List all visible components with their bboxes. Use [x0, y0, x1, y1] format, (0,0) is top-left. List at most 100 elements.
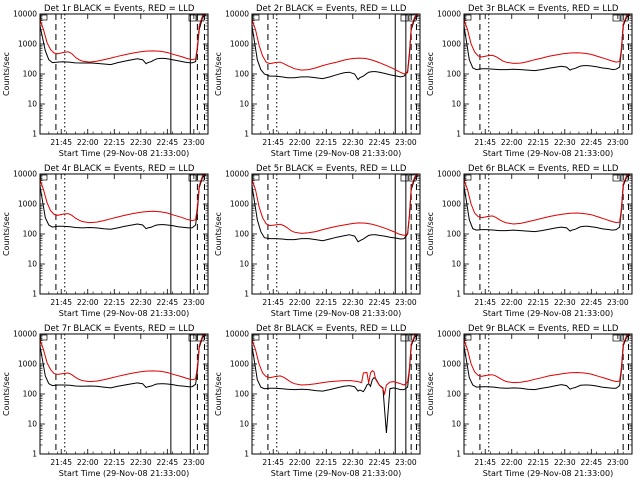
x-tick-label: 22:15: [315, 138, 337, 147]
corner-marker: [188, 14, 197, 22]
corner-marker: [400, 14, 409, 22]
y-axis-label: Counts/sec: [2, 212, 11, 256]
corner-marker: [400, 174, 409, 182]
x-tick-label: 22:30: [554, 138, 576, 147]
detector-panel: Det 2r BLACK = Events, RED = LLD Counts/s…: [214, 4, 421, 158]
lld-series: [463, 173, 631, 225]
lld-series: [463, 333, 631, 384]
panel-title: Det 1r BLACK = Events, RED = LLD: [44, 4, 195, 14]
x-tick-label: 22:15: [527, 458, 549, 467]
x-axis-label: Start Time (29-Nov-08 21:33:00): [59, 309, 189, 318]
x-tick-label: 22:00: [77, 458, 99, 467]
plot-frame: [463, 333, 633, 455]
x-tick-label: 22:45: [369, 298, 391, 307]
y-axis-label: Counts/sec: [426, 372, 435, 416]
y-axis-label: Counts/sec: [214, 372, 223, 416]
x-tick-label: 23:00: [395, 138, 417, 147]
lld-series: [39, 333, 207, 383]
x-tick-label: 22:15: [527, 138, 549, 147]
x-tick-label: 22:15: [103, 138, 125, 147]
y-tick-label: 10: [239, 260, 249, 269]
events-series: [39, 14, 207, 66]
y-tick-label: 1000: [18, 200, 37, 209]
y-tick-label: 10: [451, 100, 461, 109]
x-tick-label: 22:15: [315, 298, 337, 307]
y-tick-label: 1: [32, 130, 37, 139]
y-tick-label: 1000: [18, 40, 37, 49]
x-tick-label: 22:30: [554, 298, 576, 307]
x-tick-label: 22:45: [369, 458, 391, 467]
x-tick-label: 22:00: [289, 298, 311, 307]
y-tick-label: 1: [32, 450, 37, 459]
y-tick-label: 100: [23, 390, 38, 399]
y-axis-label: Counts/sec: [426, 52, 435, 96]
x-tick-label: 22:45: [157, 458, 179, 467]
corner-marker: [464, 174, 472, 181]
y-tick-label: 100: [235, 230, 250, 239]
x-tick-label: 21:45: [262, 298, 284, 307]
y-tick-label: 10: [27, 260, 37, 269]
x-tick-label: 21:45: [262, 138, 284, 147]
detector-panel: Det 8r BLACK = Events, RED = LLD Counts/s…: [214, 324, 421, 478]
events-series: [251, 175, 419, 243]
x-tick-label: 23:00: [607, 458, 629, 467]
y-axis-label: Counts/sec: [2, 52, 11, 96]
x-tick-label: 22:30: [342, 138, 364, 147]
x-tick-label: 22:30: [130, 458, 152, 467]
x-tick-label: 23:00: [395, 298, 417, 307]
x-tick-label: 22:45: [157, 298, 179, 307]
x-tick-label: 22:30: [130, 298, 152, 307]
y-tick-label: 100: [447, 70, 462, 79]
corner-marker: [612, 174, 621, 182]
x-tick-label: 22:30: [342, 458, 364, 467]
y-tick-label: 10000: [437, 330, 461, 339]
plot-frame: [463, 173, 633, 295]
corner-marker: [400, 334, 409, 342]
corner-marker: [620, 174, 629, 182]
x-tick-label: 23:00: [607, 138, 629, 147]
corner-marker: [620, 14, 629, 22]
x-tick-label: 23:00: [183, 458, 205, 467]
x-tick-label: 22:45: [369, 138, 391, 147]
y-tick-label: 100: [23, 70, 38, 79]
x-tick-label: 22:15: [103, 298, 125, 307]
lld-series: [251, 333, 419, 396]
plot-frame: [39, 333, 209, 455]
x-tick-label: 21:45: [474, 138, 496, 147]
detector-panel: Det 5r BLACK = Events, RED = LLD Counts/s…: [214, 164, 421, 318]
y-tick-label: 10: [239, 100, 249, 109]
y-tick-label: 1000: [230, 200, 249, 209]
y-tick-label: 10000: [13, 330, 37, 339]
plot-frame: [251, 333, 421, 455]
y-axis-label: Counts/sec: [426, 212, 435, 256]
y-tick-label: 1: [456, 290, 461, 299]
corner-marker: [612, 334, 621, 342]
corner-marker: [196, 174, 205, 182]
y-axis-label: Counts/sec: [214, 52, 223, 96]
x-axis-label: Start Time (29-Nov-08 21:33:00): [483, 309, 613, 318]
y-tick-label: 1000: [442, 200, 461, 209]
y-tick-label: 1000: [230, 360, 249, 369]
x-axis-label: Start Time (29-Nov-08 21:33:00): [483, 469, 613, 478]
panel-title: Det 9r BLACK = Events, RED = LLD: [468, 324, 619, 334]
events-series: [251, 15, 419, 81]
x-tick-label: 23:00: [183, 138, 205, 147]
x-tick-label: 22:00: [501, 138, 523, 147]
corner-marker: [408, 174, 417, 182]
plot-frame: [251, 173, 421, 295]
detector-panel: Det 7r BLACK = Events, RED = LLD Counts/s…: [2, 324, 209, 478]
y-tick-label: 10: [27, 420, 37, 429]
corner-marker: [408, 14, 417, 22]
panel-title: Det 5r BLACK = Events, RED = LLD: [256, 164, 407, 174]
plot-frame: [39, 173, 209, 295]
corner-marker: [620, 334, 629, 342]
x-tick-label: 22:30: [130, 138, 152, 147]
events-series: [39, 334, 207, 389]
corner-marker: [196, 14, 205, 22]
panel-title: Det 7r BLACK = Events, RED = LLD: [44, 324, 195, 334]
panel-title: Det 3r BLACK = Events, RED = LLD: [468, 4, 619, 14]
x-axis-label: Start Time (29-Nov-08 21:33:00): [483, 149, 613, 158]
events-series: [463, 14, 631, 72]
x-tick-label: 22:15: [527, 298, 549, 307]
